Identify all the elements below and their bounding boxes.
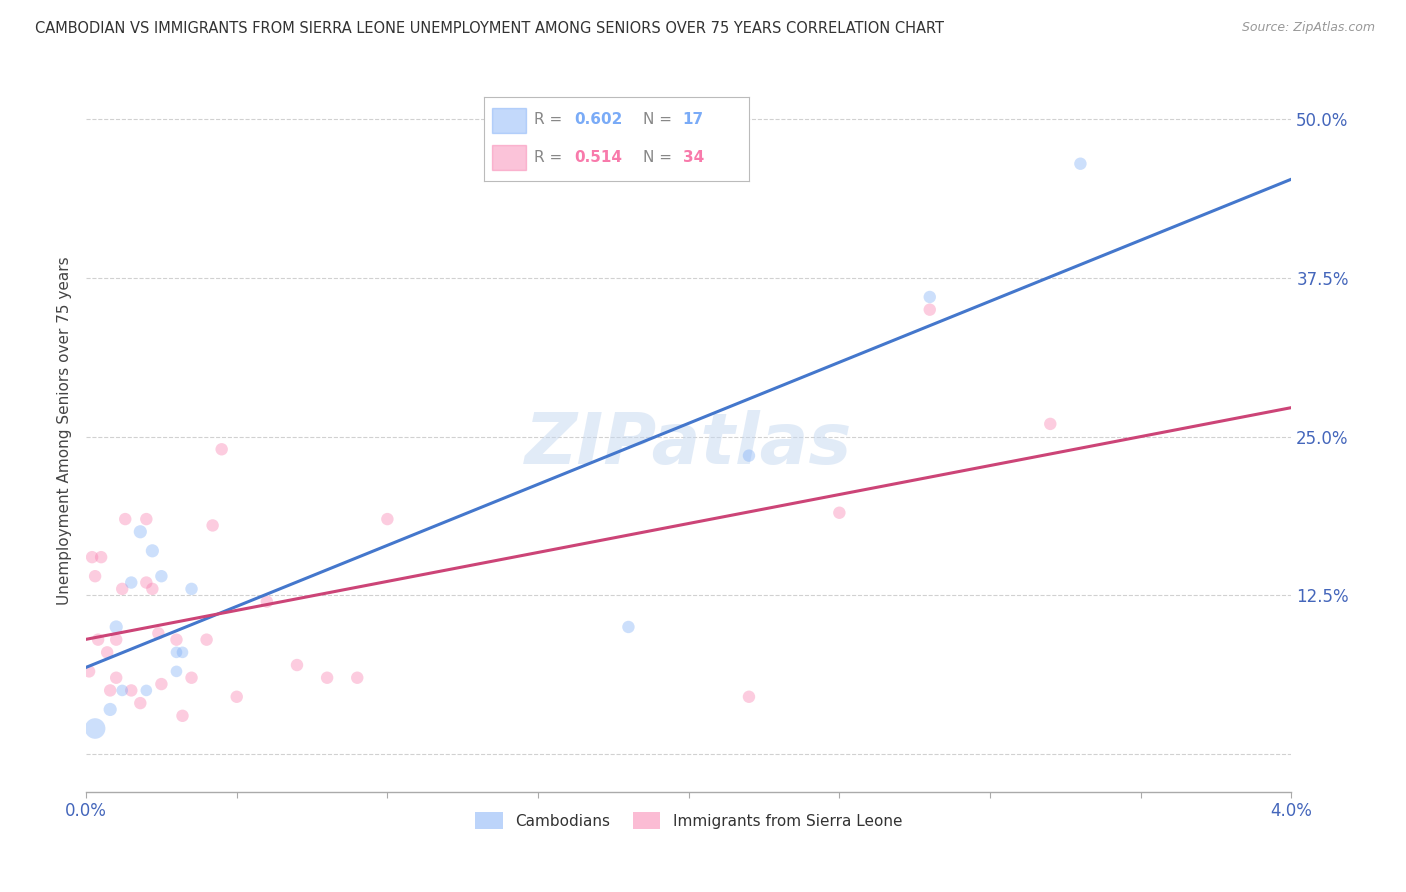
Point bbox=[285, 658, 308, 673]
Point bbox=[211, 442, 233, 457]
Point bbox=[316, 671, 339, 685]
Legend: Cambodians, Immigrants from Sierra Leone: Cambodians, Immigrants from Sierra Leone bbox=[470, 806, 908, 835]
Point bbox=[120, 683, 142, 698]
Point bbox=[150, 569, 173, 583]
Point bbox=[256, 594, 278, 608]
Point bbox=[1039, 417, 1062, 431]
Text: CAMBODIAN VS IMMIGRANTS FROM SIERRA LEONE UNEMPLOYMENT AMONG SENIORS OVER 75 YEA: CAMBODIAN VS IMMIGRANTS FROM SIERRA LEON… bbox=[35, 21, 945, 36]
Point bbox=[105, 632, 128, 647]
Point bbox=[180, 582, 202, 596]
Point bbox=[84, 569, 107, 583]
Point bbox=[148, 626, 170, 640]
Point bbox=[111, 582, 134, 596]
Point bbox=[129, 696, 152, 710]
Point bbox=[201, 518, 224, 533]
Point bbox=[738, 690, 761, 704]
Point bbox=[135, 683, 157, 698]
Point bbox=[918, 302, 941, 317]
Point bbox=[135, 512, 157, 526]
Point bbox=[180, 671, 202, 685]
Point bbox=[105, 671, 128, 685]
Point bbox=[166, 645, 188, 659]
Point bbox=[195, 632, 218, 647]
Point bbox=[225, 690, 247, 704]
Point bbox=[96, 645, 118, 659]
Point bbox=[617, 620, 640, 634]
Point bbox=[738, 449, 761, 463]
Point bbox=[129, 524, 152, 539]
Point bbox=[98, 683, 121, 698]
Point bbox=[77, 665, 100, 679]
Point bbox=[120, 575, 142, 590]
Point bbox=[90, 550, 112, 565]
Point bbox=[828, 506, 851, 520]
Point bbox=[166, 632, 188, 647]
Point bbox=[141, 544, 163, 558]
Point bbox=[84, 722, 107, 736]
Point bbox=[166, 665, 188, 679]
Point bbox=[114, 512, 136, 526]
Point bbox=[135, 575, 157, 590]
Point bbox=[172, 708, 194, 723]
Point bbox=[105, 620, 128, 634]
Point bbox=[98, 702, 121, 716]
Point bbox=[87, 632, 110, 647]
Point bbox=[172, 645, 194, 659]
Point bbox=[150, 677, 173, 691]
Text: ZIPatlas: ZIPatlas bbox=[524, 410, 852, 479]
Point bbox=[346, 671, 368, 685]
Y-axis label: Unemployment Among Seniors over 75 years: Unemployment Among Seniors over 75 years bbox=[58, 256, 72, 605]
Text: Source: ZipAtlas.com: Source: ZipAtlas.com bbox=[1241, 21, 1375, 34]
Point bbox=[82, 550, 104, 565]
Point bbox=[918, 290, 941, 304]
Point bbox=[141, 582, 163, 596]
Point bbox=[111, 683, 134, 698]
Point bbox=[1069, 157, 1091, 171]
Point bbox=[377, 512, 399, 526]
